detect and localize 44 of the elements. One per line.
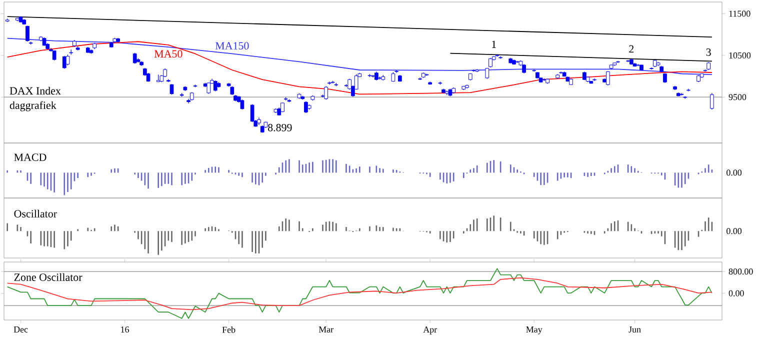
y-tick-label: 800.00 bbox=[728, 268, 753, 275]
x-tick-label: Mar bbox=[318, 326, 334, 332]
y-tick-label: 11500 bbox=[729, 10, 750, 17]
candlestick bbox=[250, 104, 254, 122]
annotation: 2 bbox=[629, 45, 634, 53]
candlestick bbox=[559, 71, 563, 74]
x-tick-label: Feb bbox=[222, 326, 236, 333]
y-tick-label: 10500 bbox=[729, 52, 751, 58]
candlestick bbox=[170, 84, 174, 95]
candlestick bbox=[522, 64, 526, 74]
annotation: 1 bbox=[492, 40, 496, 48]
chart-title: Oscillator bbox=[14, 210, 57, 218]
series-label: MA150 bbox=[215, 42, 249, 50]
candlestick bbox=[324, 86, 328, 100]
annotation: 8.899 bbox=[268, 124, 292, 132]
candlestick bbox=[592, 78, 596, 82]
x-tick-label: May bbox=[526, 326, 542, 334]
candlestick bbox=[132, 52, 137, 64]
candlestick bbox=[418, 77, 422, 80]
candlestick bbox=[304, 100, 308, 114]
text: DAX Index bbox=[10, 86, 61, 95]
candlestick bbox=[206, 82, 211, 94]
line-series bbox=[6, 38, 712, 76]
text: Zone Oscillator bbox=[14, 273, 82, 281]
x-tick-label: Jun bbox=[628, 326, 641, 332]
y-tick-label: 9500 bbox=[728, 94, 746, 100]
candlestick bbox=[240, 99, 244, 110]
chart-title: MACD bbox=[14, 154, 46, 161]
candlestick bbox=[710, 92, 714, 110]
candlestick bbox=[213, 80, 218, 92]
candlestick bbox=[606, 70, 610, 86]
x-tick-label: Apr bbox=[423, 326, 437, 334]
text: daggrafiek bbox=[10, 101, 56, 112]
candlestick bbox=[328, 81, 332, 85]
candlestick bbox=[371, 74, 375, 78]
y-tick-label: 0.00 bbox=[728, 290, 744, 296]
x-tick-label: Dec bbox=[14, 326, 28, 332]
annotation: 3 bbox=[706, 48, 711, 56]
candlestick bbox=[498, 56, 502, 60]
x-tick-label: 16 bbox=[121, 326, 130, 333]
line-series bbox=[6, 41, 712, 95]
line-series bbox=[6, 268, 712, 319]
candlestick bbox=[66, 54, 70, 66]
series-label: MA50 bbox=[154, 50, 182, 58]
